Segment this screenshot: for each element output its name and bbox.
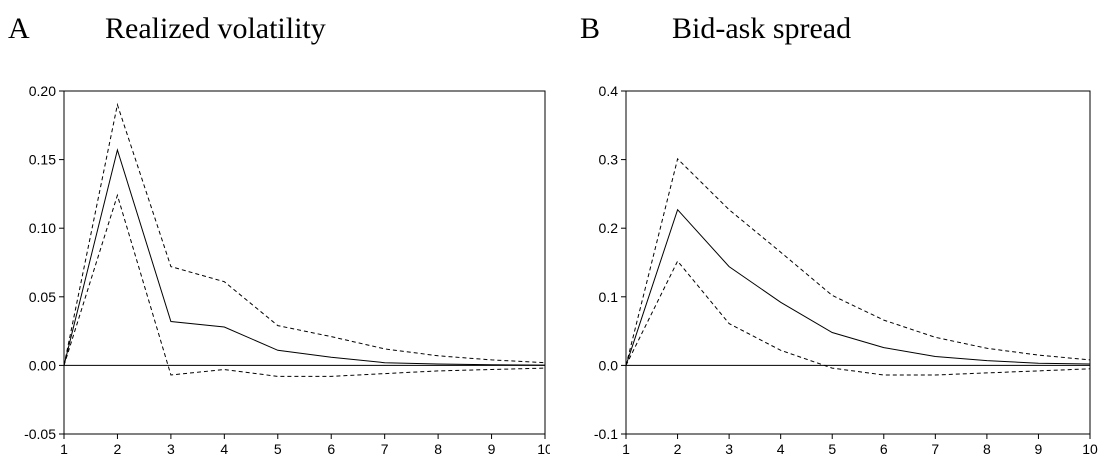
y-tick-label: 0.20 bbox=[29, 83, 56, 99]
x-tick-label: 9 bbox=[1035, 441, 1043, 457]
x-tick-label: 4 bbox=[220, 441, 228, 457]
chart-b-plot: 0.4 0.3 0.2 0.1 0.0 -0.11 2 3 4 5 6 7 8 9 10 bbox=[594, 83, 1098, 457]
x-tick-label: 4 bbox=[777, 441, 785, 457]
chart-title-a: Realized volatility bbox=[105, 12, 326, 45]
y-tick-label: 0.0 bbox=[599, 357, 619, 373]
x-tick-label: 5 bbox=[828, 441, 836, 457]
panel-letter-a: A bbox=[8, 12, 30, 45]
x-tick-label: 2 bbox=[114, 441, 122, 457]
plot-frame-b bbox=[625, 90, 1091, 435]
series-line-lower-band bbox=[625, 260, 1091, 376]
series-line-upper-band bbox=[63, 102, 546, 366]
chart-panel-b: B Bid-ask spread 0.4 0.3 0.2 0.1 0.0 -0.1 1 2 3 4… bbox=[550, 0, 1100, 463]
y-tick-label: 0.15 bbox=[29, 152, 56, 168]
x-tick-label: 3 bbox=[167, 441, 175, 457]
y-tick-label: 0.1 bbox=[599, 289, 619, 305]
x-tick-label: 3 bbox=[725, 441, 733, 457]
x-tick-label: 2 bbox=[674, 441, 682, 457]
y-tick-label: -0.05 bbox=[24, 426, 56, 442]
chart-title-b: Bid-ask spread bbox=[672, 12, 852, 45]
x-tick-label: 6 bbox=[880, 441, 888, 457]
y-tick-label: 0.05 bbox=[29, 289, 56, 305]
x-tick-label: 10 bbox=[1082, 441, 1098, 457]
x-tick-label: 9 bbox=[488, 441, 496, 457]
y-tick-label: -0.1 bbox=[594, 426, 618, 442]
x-tick-label: 1 bbox=[60, 441, 68, 457]
series-line-estimate bbox=[63, 148, 546, 366]
series-line-upper-band bbox=[625, 157, 1091, 366]
y-tick-label: 0.2 bbox=[599, 220, 619, 236]
y-tick-label: 0.3 bbox=[599, 152, 619, 168]
y-tick-label: 0.00 bbox=[29, 357, 56, 373]
x-tick-label: 5 bbox=[274, 441, 282, 457]
x-tick-label: 10 bbox=[537, 441, 550, 457]
x-tick-label: 6 bbox=[327, 441, 335, 457]
chart-a-plot: 0.20 0.15 0.10 0.05 0.00 -0.051 2 3 4 5 6 7 8 9 10 bbox=[24, 83, 550, 457]
chart-panel-a: A Realized volatility 0.20 0.15 0.10 0.05 0.… bbox=[8, 12, 550, 457]
x-tick-label: 8 bbox=[983, 441, 991, 457]
y-tick-label: 0.4 bbox=[599, 83, 619, 99]
y-tick-label: 0.10 bbox=[29, 220, 56, 236]
x-tick-label: 7 bbox=[931, 441, 939, 457]
series-line-estimate bbox=[625, 208, 1091, 366]
series-line-lower-band bbox=[63, 193, 546, 377]
panel-letter-b: B bbox=[580, 12, 601, 45]
x-tick-label: 1 bbox=[622, 441, 630, 457]
x-tick-label: 8 bbox=[434, 441, 442, 457]
x-tick-label: 7 bbox=[381, 441, 389, 457]
plot-frame-a bbox=[63, 90, 546, 435]
